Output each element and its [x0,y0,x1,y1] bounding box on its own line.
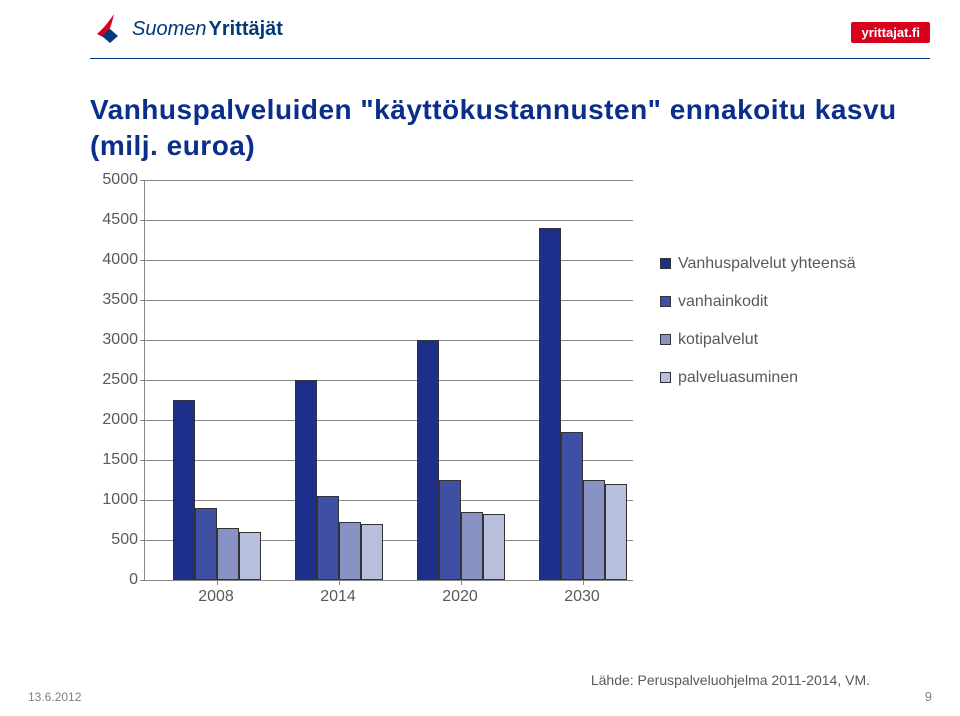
chart-bar [295,380,317,580]
legend-swatch [660,334,671,345]
chart-y-label: 3500 [102,291,138,309]
header: Suomen Yrittäjät yrittajat.fi [0,12,960,62]
legend-swatch [660,296,671,307]
chart-legend: Vanhuspalvelut yhteensä vanhainkodit kotip… [660,254,870,406]
legend-label: vanhainkodit [678,292,768,312]
chart-y-label: 0 [129,571,138,589]
chart-y-label: 4500 [102,211,138,229]
chart-y-label: 1500 [102,451,138,469]
chart-x-label: 2020 [442,588,478,606]
chart: 0500100015002000250030003500400045005000… [90,180,880,620]
chart-y-label: 2000 [102,411,138,429]
chart-bar [317,496,339,580]
chart-y-label: 500 [111,531,138,549]
page-title: Vanhuspalveluiden "käyttökustannusten" e… [90,92,900,165]
chart-gridline [145,180,633,181]
chart-cluster [417,340,505,580]
brand-logo-italic: Suomen [132,18,207,41]
chart-y-label: 1000 [102,491,138,509]
header-divider [90,58,930,59]
chart-y-tick [140,300,145,301]
chart-x-tick [339,580,340,585]
chart-bar [583,480,605,580]
legend-item: kotipalvelut [660,330,870,350]
brand-logo-bold: Yrittäjät [209,18,283,41]
chart-y-tick [140,500,145,501]
chart-cluster [539,228,627,580]
chart-bar [361,524,383,580]
chart-bar [483,514,505,580]
brand-logo: Suomen Yrittäjät [90,12,283,46]
chart-bar [439,480,461,580]
chart-x-label: 2030 [564,588,600,606]
chart-bar [539,228,561,580]
chart-cluster [173,400,261,580]
chart-bar [417,340,439,580]
legend-item: Vanhuspalvelut yhteensä [660,254,870,274]
chart-x-tick [583,580,584,585]
chart-gridline [145,220,633,221]
chart-bar [217,528,239,580]
legend-label: Vanhuspalvelut yhteensä [678,254,856,274]
legend-item: palveluasuminen [660,368,870,388]
chart-y-tick [140,380,145,381]
chart-x-tick [461,580,462,585]
legend-label: kotipalvelut [678,330,758,350]
chart-x-label: 2014 [320,588,356,606]
brand-badge: yrittajat.fi [851,22,930,43]
chart-y-tick [140,420,145,421]
chart-y-label: 5000 [102,171,138,189]
chart-y-tick [140,260,145,261]
chart-x-tick [217,580,218,585]
brand-logo-text: Suomen Yrittäjät [132,18,283,41]
chart-bar [605,484,627,580]
chart-bar [561,432,583,580]
chart-y-tick [140,340,145,341]
chart-cluster [295,380,383,580]
chart-bar [239,532,261,580]
chart-bar [461,512,483,580]
footer-date: 13.6.2012 [28,690,81,704]
legend-swatch [660,372,671,383]
legend-swatch [660,258,671,269]
chart-y-label: 2500 [102,371,138,389]
chart-y-label: 3000 [102,331,138,349]
chart-x-label: 2008 [198,588,234,606]
chart-bar [339,522,361,580]
chart-bar [173,400,195,580]
chart-y-tick [140,220,145,221]
chart-bar [195,508,217,580]
chart-y-tick [140,180,145,181]
legend-label: palveluasuminen [678,368,798,388]
chart-y-axis: 0500100015002000250030003500400045005000 [90,180,144,580]
chart-y-label: 4000 [102,251,138,269]
legend-item: vanhainkodit [660,292,870,312]
chart-y-tick [140,460,145,461]
brand-logo-icon [90,12,124,46]
chart-source: Lähde: Peruspalveluohjelma 2011-2014, VM… [591,672,870,688]
chart-plot [144,180,633,581]
chart-y-tick [140,580,145,581]
chart-y-tick [140,540,145,541]
footer-page: 9 [925,689,932,704]
